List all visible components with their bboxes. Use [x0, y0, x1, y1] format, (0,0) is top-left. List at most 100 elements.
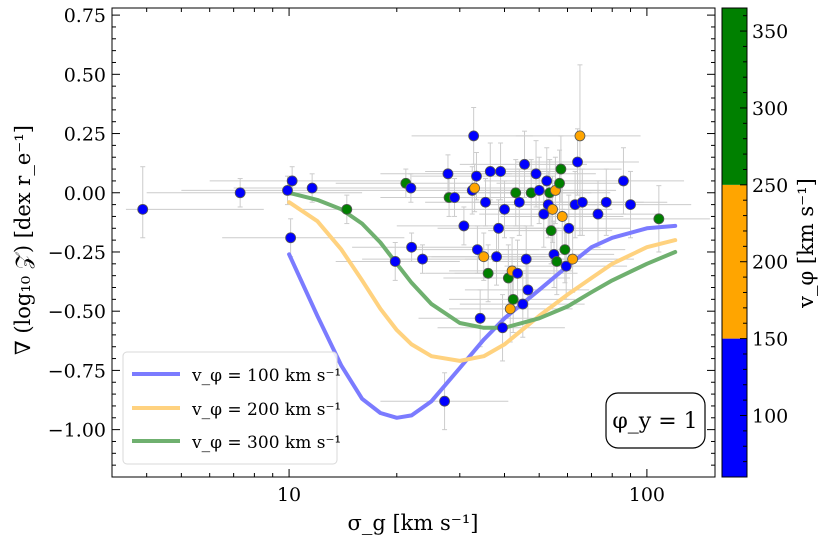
data-point-blue [493, 222, 504, 234]
legend-box [122, 351, 338, 465]
colorbar-tick-label: 200 [752, 252, 788, 274]
plot-frame [111, 7, 716, 478]
data-point-green [555, 163, 567, 175]
colorbar-tick-label: 250 [752, 175, 788, 197]
model-curves [287, 190, 678, 420]
data-point-green [559, 244, 571, 256]
data-point-blue [625, 199, 636, 211]
data-point-blue [600, 196, 612, 208]
data-point-blue [406, 241, 417, 253]
data-point-orange [547, 203, 558, 215]
data-point-green [554, 177, 565, 189]
colorbar-tick-label: 300 [752, 98, 788, 120]
y-tick-label: 0.25 [64, 124, 106, 146]
model-curve-2 [287, 200, 678, 363]
data-point-blue [484, 166, 496, 177]
x-tick-label: 100 [629, 484, 665, 506]
data-point-blue [286, 175, 298, 187]
annotation-box [605, 392, 706, 449]
colorbar-frame [721, 7, 748, 478]
data-point-blue [472, 244, 483, 256]
y-tick-label: 0.75 [64, 5, 106, 27]
colorbar: 100 150 200 250 300 350 [721, 7, 788, 478]
data-point-blue [491, 251, 502, 263]
x-axis: 10 100 [146, 8, 665, 506]
data-point-orange [574, 130, 586, 142]
data-point-blue [572, 156, 583, 168]
x-tick-label: 10 [277, 484, 301, 506]
data-point-blue [449, 192, 460, 203]
data-point-blue [442, 168, 454, 180]
legend-label-300: v_φ = 300 km s⁻¹ [191, 433, 341, 453]
data-point-blue [234, 187, 246, 199]
data-point-blue [530, 168, 542, 180]
data-point-blue [533, 184, 545, 196]
data-point-blue [560, 260, 572, 272]
x-axis-label: σ_g [km s⁻¹] [348, 511, 479, 535]
data-point-blue [389, 256, 401, 267]
data-point-blue [417, 253, 428, 265]
data-point-blue [513, 196, 525, 208]
data-point-blue [468, 130, 480, 142]
data-points [137, 130, 665, 407]
data-point-green [653, 213, 665, 225]
data-point-blue [282, 184, 293, 196]
data-point-blue [405, 182, 417, 194]
y-tick-label: 0.50 [64, 64, 106, 86]
y-tick-label: −0.75 [48, 360, 106, 382]
model-curve-3 [287, 190, 678, 330]
data-point-blue [517, 298, 529, 310]
data-point-orange [478, 251, 490, 263]
data-point-green [551, 256, 563, 267]
data-point-blue [512, 267, 523, 279]
colorbar-tick-label: 150 [752, 329, 788, 351]
annotation-text: φ_y = 1 [612, 409, 697, 434]
data-point-blue [618, 175, 629, 187]
colorbar-tick-label: 350 [752, 21, 788, 43]
data-point-blue [592, 208, 604, 220]
y-tick-label: −0.25 [48, 242, 106, 264]
data-point-blue [474, 312, 486, 324]
colorbar-label: v_φ [km s⁻¹] [794, 178, 818, 309]
data-point-blue [471, 170, 482, 182]
phi-annotation: φ_y = 1 [605, 392, 706, 449]
data-point-blue [519, 158, 530, 170]
data-point-green [545, 225, 557, 237]
data-point-orange [469, 182, 481, 194]
colorbar-segment [722, 8, 747, 185]
data-point-blue [495, 166, 506, 177]
data-point-orange [556, 211, 568, 222]
y-tick-label: −1.00 [48, 420, 106, 442]
y-axis: 0.75 0.50 0.25 0.00 −0.25 −0.50 −0.75 −1.00 [48, 5, 715, 466]
y-tick-label: −0.50 [48, 301, 106, 323]
data-point-blue [541, 175, 553, 187]
data-point-blue [306, 182, 318, 194]
data-point-blue [285, 232, 297, 244]
legend-label-200: v_φ = 200 km s⁻¹ [191, 400, 341, 420]
data-point-blue [563, 222, 575, 234]
model-curve-1 [287, 223, 678, 420]
colorbar-segment [722, 338, 747, 477]
data-point-blue [137, 203, 149, 215]
data-point-green [510, 187, 522, 199]
y-tick-label: 0.00 [64, 183, 106, 205]
data-point-green [482, 267, 494, 279]
data-point-blue [522, 284, 534, 296]
data-point-blue [480, 196, 491, 208]
data-point-blue [520, 253, 532, 265]
legend-label-100: v_φ = 100 km s⁻¹ [191, 366, 341, 386]
data-point-blue [458, 220, 470, 232]
data-point-blue [497, 322, 508, 334]
y-axis-label: ∇ (log₁₀ 𝒵) [dex r_e⁻¹] [11, 125, 35, 355]
data-point-blue [576, 196, 588, 208]
legend: v_φ = 100 km s⁻¹ v_φ = 200 km s⁻¹ v_φ = … [122, 351, 341, 465]
data-point-green [341, 203, 353, 215]
data-point-blue [499, 203, 510, 215]
data-point-blue [538, 208, 550, 220]
colorbar-tick-label: 100 [752, 405, 788, 427]
data-point-orange [504, 303, 516, 315]
data-point-green [507, 293, 519, 305]
data-point-orange [567, 253, 579, 265]
data-point-blue [439, 395, 450, 407]
